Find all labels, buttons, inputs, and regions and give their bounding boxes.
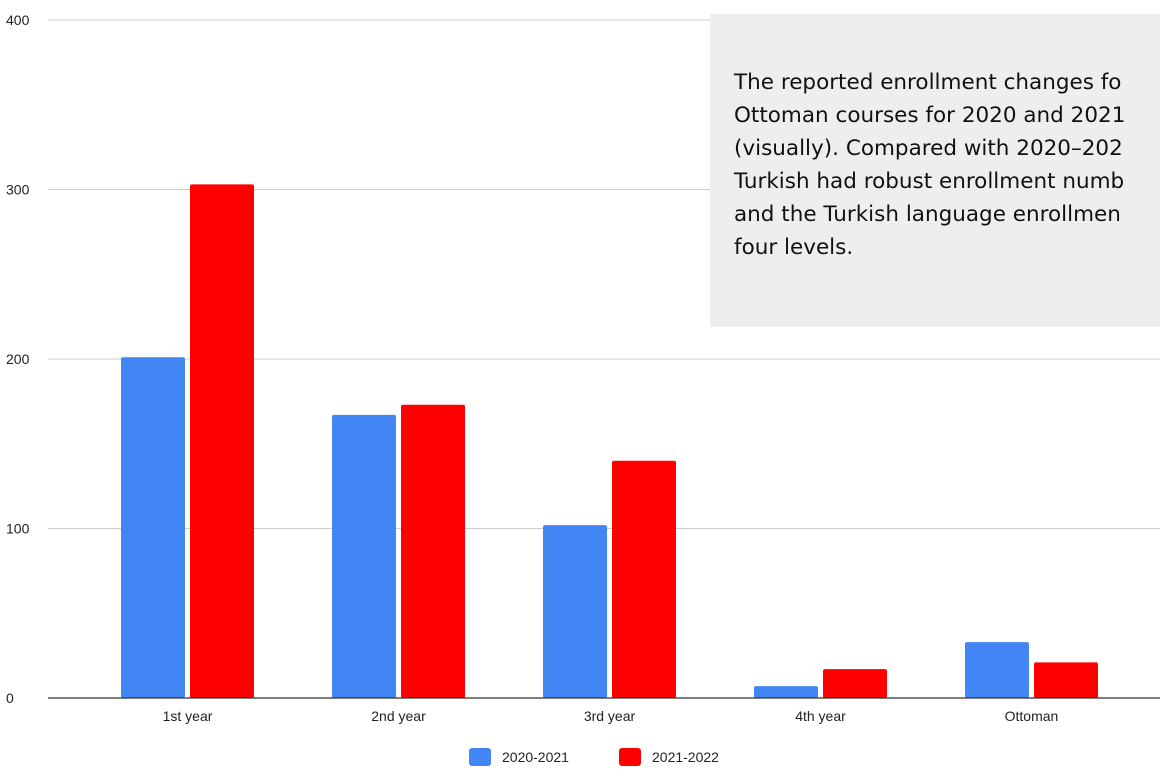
y-tick-label: 0 bbox=[6, 690, 14, 706]
y-axis-ticks: 0 100 200 300 400 bbox=[6, 12, 30, 706]
annotation-text: The reported enrollment changes fo Ottom… bbox=[734, 66, 1160, 264]
x-tick-label: 1st year bbox=[163, 708, 213, 724]
annotation-line: and the Turkish language enrollmen bbox=[734, 202, 1121, 227]
y-tick-label: 100 bbox=[6, 521, 30, 537]
legend-label: 2020-2021 bbox=[502, 749, 569, 765]
y-tick-label: 400 bbox=[6, 12, 30, 28]
annotation-line: Ottoman courses for 2020 and 2021 bbox=[734, 103, 1126, 128]
legend-swatch bbox=[469, 748, 491, 766]
x-axis-ticks: 1st year 2nd year 3rd year 4th year Ottoman bbox=[163, 708, 1059, 724]
bar bbox=[190, 184, 254, 699]
bar bbox=[612, 460, 676, 698]
bar bbox=[332, 414, 396, 698]
bar bbox=[543, 525, 607, 698]
bar bbox=[121, 357, 185, 698]
y-tick-label: 300 bbox=[6, 182, 30, 198]
y-tick-label: 200 bbox=[6, 351, 30, 367]
annotation-line: four levels. bbox=[734, 235, 854, 260]
x-tick-label: 2nd year bbox=[371, 708, 426, 724]
bar bbox=[965, 642, 1029, 698]
legend-label: 2021-2022 bbox=[652, 749, 719, 765]
annotation-box: The reported enrollment changes fo Ottom… bbox=[710, 14, 1160, 327]
legend: 2020-2021 2021-2022 bbox=[469, 748, 719, 766]
annotation-line: The reported enrollment changes fo bbox=[734, 70, 1122, 95]
legend-swatch bbox=[619, 748, 641, 766]
x-tick-label: Ottoman bbox=[1005, 708, 1059, 724]
bar bbox=[754, 686, 818, 698]
bar bbox=[401, 404, 465, 698]
x-tick-label: 3rd year bbox=[584, 708, 636, 724]
annotation-line: Turkish had robust enrollment numb bbox=[734, 169, 1125, 194]
x-tick-label: 4th year bbox=[795, 708, 846, 724]
bar bbox=[1034, 662, 1098, 698]
bars bbox=[121, 184, 1098, 699]
annotation-line: (visually). Compared with 2020–202 bbox=[734, 136, 1123, 161]
bar bbox=[823, 669, 887, 698]
